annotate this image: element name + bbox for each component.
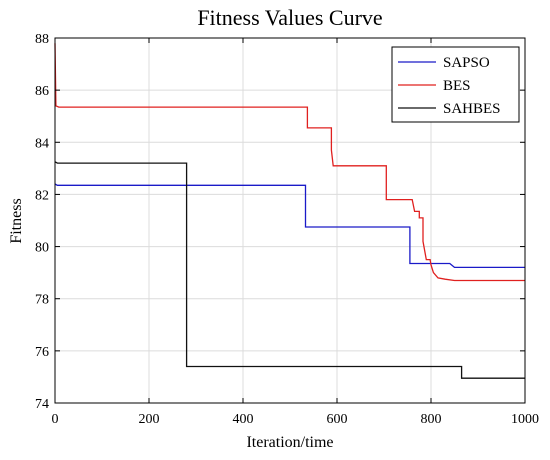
x-tick-label: 600	[327, 412, 348, 427]
legend: SAPSO BES SAHBES	[391, 46, 520, 123]
series-line-sahbes	[54, 161, 525, 379]
y-axis-label: Fitness	[8, 198, 25, 243]
series-group	[54, 43, 525, 379]
y-tick-label: 86	[35, 84, 49, 99]
legend-label-bes: BES	[443, 78, 471, 94]
y-tick-label: 80	[35, 241, 49, 256]
chart-title: Fitness Values Curve	[197, 5, 382, 30]
x-tick-label: 1000	[511, 412, 539, 427]
x-tick-label: 0	[52, 412, 59, 427]
y-tick-label: 88	[35, 32, 49, 47]
x-tick-label: 800	[421, 412, 442, 427]
series-line-sapso	[54, 183, 525, 269]
x-axis-label: Iteration/time	[246, 434, 333, 451]
x-tick-label: 400	[233, 412, 254, 427]
y-tick-label: 78	[35, 293, 49, 308]
legend-label-sahbes: SAHBES	[443, 101, 501, 117]
series-line-bes	[54, 43, 525, 282]
y-tick-label: 74	[35, 397, 49, 412]
x-tick-label: 200	[139, 412, 160, 427]
y-tick-label: 84	[35, 136, 49, 151]
y-tick-label: 82	[35, 188, 49, 203]
plot-frame	[54, 37, 526, 404]
y-tick-label: 76	[35, 345, 49, 360]
axis-ticks: 0 200 400 600 800 1000 74 76 78 80 82 84 86 88	[35, 32, 539, 427]
legend-label-sapso: SAPSO	[443, 55, 490, 71]
